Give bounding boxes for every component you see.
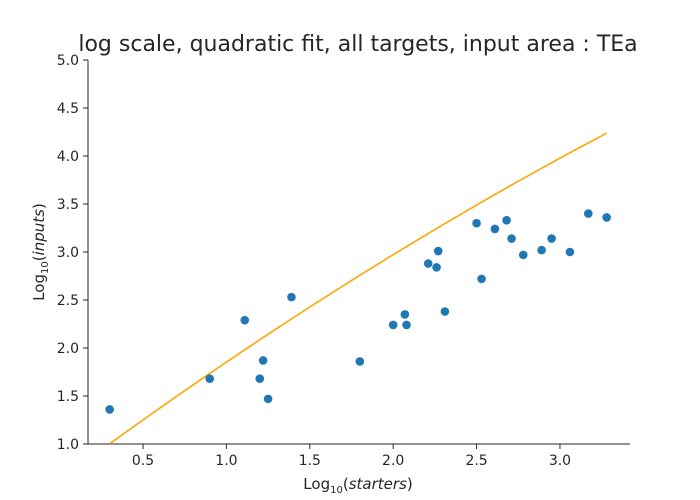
data-point: [402, 320, 411, 330]
data-point: [433, 246, 443, 256]
data-point: [205, 374, 215, 384]
x-tick-label: 2.5: [465, 453, 487, 469]
data-point: [472, 218, 481, 228]
data-point: [518, 250, 528, 260]
data-point: [537, 245, 546, 255]
y-axis-label: Log10(inputs): [30, 203, 51, 301]
x-tick-label: 1.5: [299, 453, 321, 469]
data-point: [565, 247, 575, 257]
axes: 0.5 1.0 1.5 2.0 2.5 3.0 1.0 1.5 2.0 2.5 3.0 3.5 4.0 4…: [57, 53, 630, 469]
data-point: [388, 320, 398, 330]
y-tick-label: 1.0: [57, 437, 79, 453]
y-tick-label: 1.5: [57, 389, 79, 405]
x-axis-label: Log10(starters): [303, 475, 412, 496]
data-point: [240, 315, 250, 325]
y-tick-label: 2.5: [57, 293, 79, 309]
y-tick-label: 5.0: [57, 53, 79, 69]
y-tick-label: 4.0: [57, 149, 79, 165]
x-tick-label: 0.5: [132, 453, 154, 469]
data-point: [477, 274, 486, 284]
data-point: [400, 310, 410, 319]
x-tick-label: 2.0: [382, 453, 404, 469]
points-layer: [105, 209, 611, 414]
data-point: [287, 292, 296, 302]
data-point: [490, 224, 500, 234]
x-tick-label: 1.0: [215, 453, 237, 469]
y-tick-label: 3.5: [57, 197, 79, 213]
data-point: [355, 357, 365, 366]
data-point: [584, 209, 593, 218]
data-point: [263, 394, 273, 404]
fit-layer: [109, 132, 608, 445]
data-point: [507, 234, 516, 243]
fit-line: [109, 132, 608, 445]
data-point: [440, 307, 450, 316]
data-point: [502, 216, 511, 225]
data-point: [602, 213, 611, 222]
y-tick-label: 2.0: [57, 341, 79, 357]
data-point: [432, 263, 441, 272]
y-tick-label: 4.5: [57, 101, 79, 117]
data-point: [547, 234, 556, 243]
data-point: [423, 259, 433, 268]
data-point: [255, 374, 265, 384]
chart-title: log scale, quadratic fit, all targets, i…: [78, 32, 637, 57]
y-tick-label: 3.0: [57, 245, 79, 261]
data-point: [258, 356, 268, 365]
x-tick-label: 3.0: [549, 453, 571, 469]
data-point: [105, 405, 114, 414]
